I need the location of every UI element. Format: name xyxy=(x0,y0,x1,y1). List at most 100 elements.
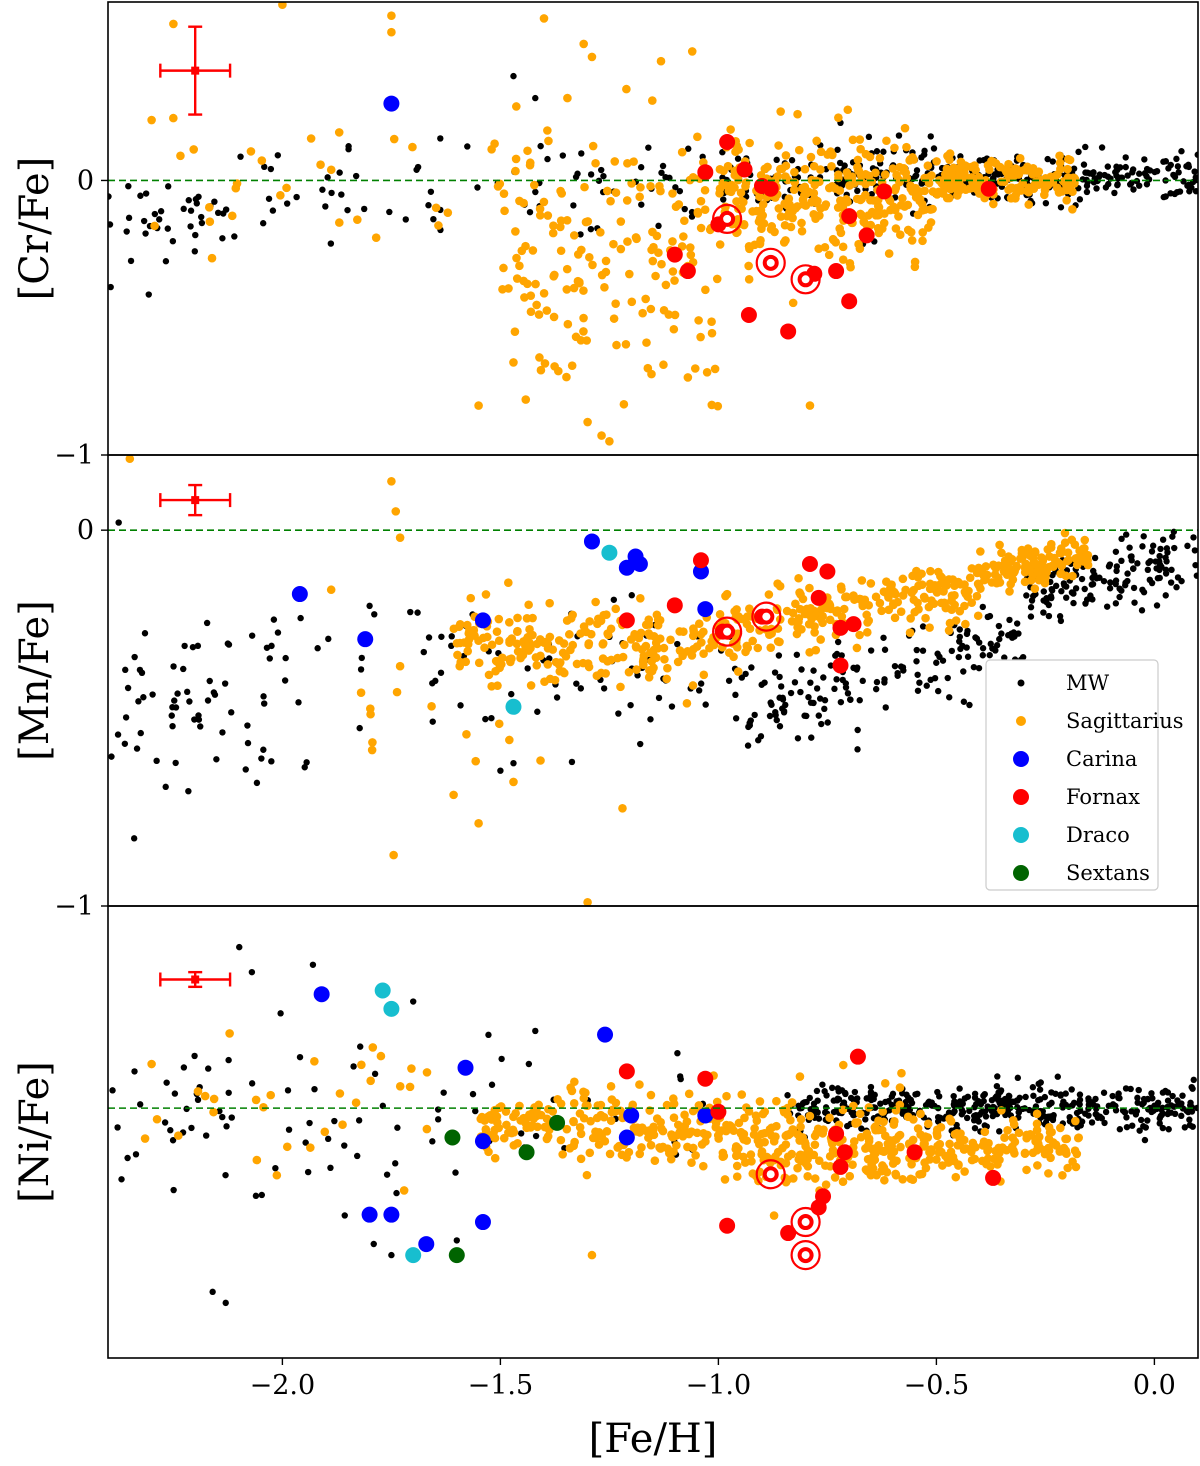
sagittarius-point xyxy=(772,1096,781,1106)
mw-point xyxy=(1191,168,1198,175)
sagittarius-point xyxy=(519,198,528,208)
sagittarius-point xyxy=(683,373,693,382)
mw-point xyxy=(237,153,244,160)
sagittarius-point xyxy=(945,155,954,165)
mw-point xyxy=(996,635,1003,643)
mw-point xyxy=(1146,576,1154,584)
legend-label-sextans: Sextans xyxy=(1066,861,1150,885)
sagittarius-point xyxy=(395,661,405,671)
sagittarius-point xyxy=(597,431,606,440)
sagittarius-point xyxy=(1016,186,1026,195)
mw-point xyxy=(185,787,192,795)
sagittarius-point xyxy=(891,1170,901,1180)
sagittarius-point xyxy=(579,39,588,49)
mw-point xyxy=(170,1186,177,1194)
legend-label-sagittarius: Sagittarius xyxy=(1066,709,1184,733)
fornax-point xyxy=(985,1169,1002,1186)
mw-point xyxy=(322,203,329,210)
mw-point xyxy=(1143,173,1150,180)
sagittarius-point xyxy=(707,317,716,327)
fornax-ring xyxy=(790,1240,821,1271)
mw-point xyxy=(297,614,304,622)
mw-point xyxy=(821,1109,829,1116)
mw-point xyxy=(996,1128,1003,1135)
sagittarius-point xyxy=(669,1113,679,1123)
sagittarius-point xyxy=(917,1169,927,1179)
mw-point xyxy=(975,664,983,672)
mw-point xyxy=(437,135,444,142)
sagittarius-point xyxy=(209,1094,219,1104)
sagittarius-point xyxy=(169,19,178,29)
sagittarius-point xyxy=(516,1116,525,1125)
mw-point xyxy=(1174,163,1182,170)
sagittarius-point xyxy=(366,1076,375,1086)
sagittarius-point xyxy=(572,659,582,669)
sagittarius-point xyxy=(641,294,650,304)
mw-point xyxy=(225,1056,232,1064)
mw-point xyxy=(248,1080,256,1087)
mw-point xyxy=(171,1090,179,1097)
sagittarius-point xyxy=(189,145,199,154)
sagittarius-point xyxy=(731,1144,741,1154)
sagittarius-point xyxy=(453,650,462,660)
sagittarius-point xyxy=(562,616,572,625)
mw-point xyxy=(191,1052,198,1060)
mw-point xyxy=(1111,189,1118,197)
mw-point xyxy=(1058,588,1065,595)
sagittarius-point xyxy=(535,353,544,362)
mw-point xyxy=(1047,1113,1054,1120)
sagittarius-point xyxy=(709,640,719,650)
mw-point xyxy=(1149,1095,1156,1102)
mw-point xyxy=(410,998,417,1005)
mw-point xyxy=(1139,543,1146,550)
mw-point xyxy=(841,1089,849,1097)
sagittarius-point xyxy=(405,1082,415,1092)
sagittarius-point xyxy=(605,436,614,446)
carina-point xyxy=(618,559,635,576)
mw-point xyxy=(851,1088,859,1096)
sagittarius-point xyxy=(752,1116,762,1125)
sagittarius-point xyxy=(576,1129,586,1139)
sagittarius-point xyxy=(509,1112,518,1122)
sagittarius-point xyxy=(481,590,491,599)
sagittarius-point xyxy=(925,623,934,632)
sagittarius-point xyxy=(932,1155,941,1164)
mw-point xyxy=(1029,1084,1037,1091)
sagittarius-point xyxy=(609,239,618,249)
sagittarius-point xyxy=(585,617,594,626)
sagittarius-point xyxy=(523,279,532,289)
mw-point xyxy=(228,1114,235,1121)
mw-point xyxy=(1162,566,1170,574)
mw-point xyxy=(122,666,129,674)
mw-point xyxy=(1066,1113,1073,1121)
mw-point xyxy=(1169,1092,1176,1100)
sagittarius-point xyxy=(857,194,866,204)
mw-point xyxy=(833,1097,841,1104)
sagittarius-point xyxy=(582,1170,592,1180)
fornax-ring xyxy=(755,247,786,278)
mw-point xyxy=(970,663,978,671)
mw-point xyxy=(868,190,875,198)
mw-point xyxy=(1179,1105,1187,1112)
sagittarius-point xyxy=(703,1130,712,1140)
sagittarius-point xyxy=(543,126,552,135)
mw-point xyxy=(1159,1104,1166,1112)
mw-point xyxy=(355,1117,363,1124)
mw-point xyxy=(993,1082,1001,1090)
mw-point xyxy=(637,164,645,171)
mw-point xyxy=(1011,633,1018,640)
sagittarius-point xyxy=(698,1161,708,1171)
sagittarius-point xyxy=(1063,548,1073,557)
mw-point xyxy=(309,961,317,968)
sagittarius-point xyxy=(920,594,930,603)
mw-point xyxy=(1085,1097,1092,1104)
sagittarius-point xyxy=(610,157,620,166)
sagittarius-point xyxy=(699,649,708,658)
y-tick-label: −1 xyxy=(54,440,94,471)
mw-point xyxy=(252,1192,260,1200)
sagittarius-point xyxy=(334,128,344,137)
mw-point xyxy=(108,283,114,291)
legend: MW Sagittarius Carina Fornax Draco Sexta… xyxy=(985,659,1184,891)
sagittarius-point xyxy=(932,1125,942,1134)
sagittarius-point xyxy=(816,635,825,644)
